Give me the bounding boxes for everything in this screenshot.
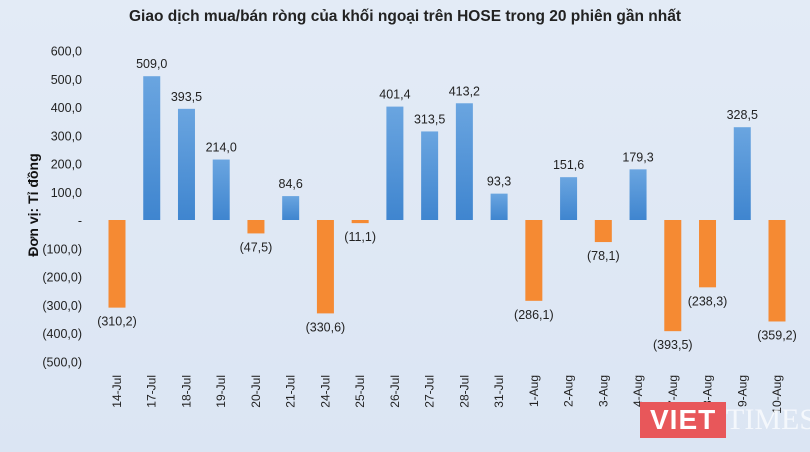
bar-20-Jul [247, 220, 265, 234]
data-label: (330,6) [306, 320, 346, 334]
data-label: (310,2) [97, 315, 137, 329]
bar-19-Jul [212, 159, 230, 220]
y-tick-label: 300,0 [51, 129, 82, 143]
x-tick-label: 28-Jul [457, 375, 471, 408]
bar-31-Jul [490, 193, 508, 220]
watermark-viet: VIET [640, 402, 727, 438]
bar-28-Jul [455, 103, 473, 220]
x-tick-label: 2-Aug [562, 375, 576, 407]
bar-21-Jul [282, 196, 300, 220]
data-label: (286,1) [514, 308, 554, 322]
y-tick-label: (400,0) [42, 327, 82, 341]
x-tick-label: 21-Jul [284, 375, 298, 408]
data-label: 84,6 [279, 177, 303, 191]
y-tick-label: 400,0 [51, 101, 82, 115]
bar-3-Aug [594, 220, 612, 243]
x-tick-label: 9-Aug [735, 375, 749, 407]
bar-25-Jul [351, 220, 369, 224]
y-tick-label: - [78, 214, 82, 228]
y-tick-label: 500,0 [51, 73, 82, 87]
bar-1-Aug [525, 220, 543, 301]
bar-4-Aug [629, 169, 647, 220]
data-label: (78,1) [587, 249, 620, 263]
data-label: 328,5 [727, 108, 758, 122]
y-tick-label: (100,0) [42, 242, 82, 256]
x-tick-label: 26-Jul [388, 375, 402, 408]
x-tick-label: 27-Jul [423, 375, 437, 408]
data-label: 313,5 [414, 112, 445, 126]
x-tick-label: 14-Jul [110, 375, 124, 408]
y-tick-label: (500,0) [42, 355, 82, 369]
bar-18-Jul [177, 108, 195, 220]
bar-2-Aug [560, 177, 578, 220]
x-tick-label: 4-Aug [631, 375, 645, 407]
y-tick-label: (300,0) [42, 299, 82, 313]
y-tick-label: 100,0 [51, 186, 82, 200]
x-tick-label: 19-Jul [214, 375, 228, 408]
data-label: 151,6 [553, 158, 584, 172]
x-tick-label: 10-Aug [770, 375, 784, 414]
y-tick-label: (200,0) [42, 271, 82, 285]
x-tick-label: 1-Aug [527, 375, 541, 407]
y-tick-label: 600,0 [51, 45, 82, 59]
data-label: (47,5) [240, 240, 273, 254]
y-axis-label: Đơn vị: Tỉ đồng [25, 153, 41, 256]
bar-7-Aug [664, 220, 682, 332]
data-label: 179,3 [622, 150, 653, 164]
chart-title: Giao dịch mua/bán ròng của khối ngoại tr… [128, 8, 682, 25]
data-label: 509,0 [136, 57, 167, 71]
x-tick-label: 20-Jul [249, 375, 263, 408]
bar-14-Jul [108, 220, 126, 308]
bar-10-Aug [768, 220, 786, 322]
x-tick-label: 7-Aug [666, 375, 680, 407]
x-tick-label: 25-Jul [353, 375, 367, 408]
bar-26-Jul [386, 106, 404, 220]
data-label: 214,0 [206, 141, 237, 155]
x-tick-label: 17-Jul [145, 375, 159, 408]
x-tick-label: 3-Aug [596, 375, 610, 407]
bar-17-Jul [143, 76, 161, 221]
data-label: 413,2 [449, 84, 480, 98]
y-tick-label: 200,0 [51, 158, 82, 172]
x-tick-label: 24-Jul [318, 375, 332, 408]
data-label: (359,2) [757, 328, 797, 342]
x-tick-label: 31-Jul [492, 375, 506, 408]
data-label: 93,3 [487, 175, 511, 189]
data-label: 393,5 [171, 90, 202, 104]
data-label: 401,4 [379, 88, 410, 102]
data-label: (393,5) [653, 338, 693, 352]
watermark-times: TIMES [726, 403, 810, 436]
x-tick-label: 8-Aug [701, 375, 715, 407]
bar-8-Aug [699, 220, 717, 288]
bar-24-Jul [316, 220, 334, 314]
x-tick-label: 18-Jul [179, 375, 193, 408]
bar-9-Aug [733, 127, 751, 220]
data-label: (11,1) [344, 230, 376, 244]
data-label: (238,3) [688, 294, 728, 308]
bar-27-Jul [421, 131, 439, 220]
